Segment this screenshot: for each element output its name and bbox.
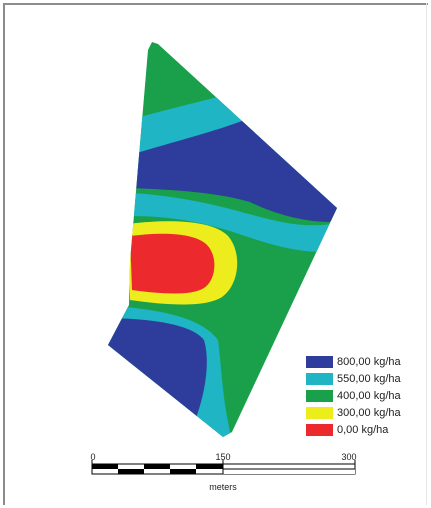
legend-swatch bbox=[306, 390, 333, 402]
legend-label: 800,00 kg/ha bbox=[337, 356, 401, 368]
scale-unit-label: meters bbox=[209, 482, 237, 492]
legend-label: 550,00 kg/ha bbox=[337, 373, 401, 385]
legend-swatch bbox=[306, 424, 333, 436]
scale-tick-label: 0 bbox=[90, 452, 96, 462]
scale-tick-label: 300 bbox=[341, 452, 357, 462]
zone-800-upper bbox=[130, 118, 337, 222]
frame-border-top bbox=[3, 3, 428, 5]
legend-item: 300,00 kg/ha bbox=[306, 406, 426, 420]
zone-0 bbox=[130, 233, 215, 294]
legend-swatch bbox=[306, 356, 333, 368]
legend-item: 800,00 kg/ha bbox=[306, 355, 426, 369]
legend-item: 550,00 kg/ha bbox=[306, 372, 426, 386]
legend-label: 400,00 kg/ha bbox=[337, 390, 401, 402]
legend-label: 300,00 kg/ha bbox=[337, 407, 401, 419]
scale-bar bbox=[91, 460, 356, 475]
legend-item: 400,00 kg/ha bbox=[306, 389, 426, 403]
zone-800-lower bbox=[108, 318, 207, 418]
legend-swatch bbox=[306, 373, 333, 385]
frame-border-right bbox=[426, 3, 427, 505]
zone-550-middle bbox=[130, 193, 337, 252]
legend-swatch bbox=[306, 407, 333, 419]
legend-label: 0,00 kg/ha bbox=[337, 424, 389, 436]
legend-item: 0,00 kg/ha bbox=[306, 423, 426, 437]
scale-tick-label: 150 bbox=[215, 452, 231, 462]
frame-border-left bbox=[3, 3, 5, 505]
